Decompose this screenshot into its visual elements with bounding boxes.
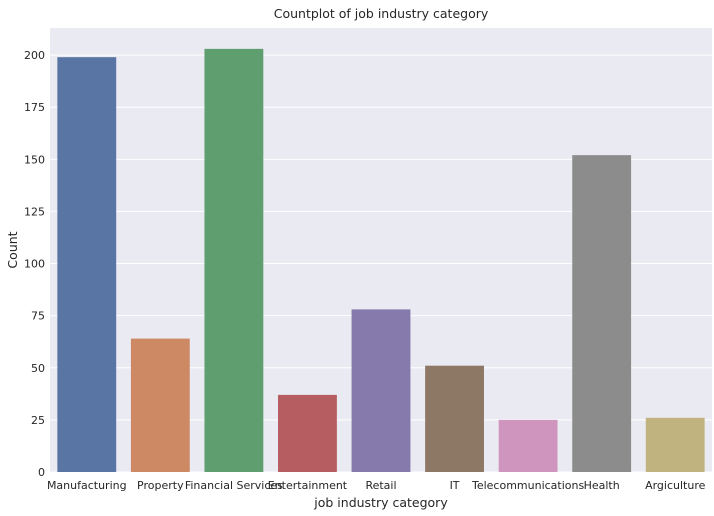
y-tick-label: 200 <box>24 49 45 62</box>
x-tick-label: Entertainment <box>268 479 348 492</box>
y-tick-label: 0 <box>38 466 45 479</box>
x-tick-label: Retail <box>365 479 396 492</box>
y-axis-label: Count <box>5 231 20 268</box>
x-tick-label: Argiculture <box>645 479 706 492</box>
bar <box>351 309 411 472</box>
x-tick-label: Telecommunications <box>471 479 585 492</box>
bars <box>57 48 705 473</box>
x-tick-label: Manufacturing <box>47 479 127 492</box>
bar <box>204 48 264 473</box>
y-tick-labels: 0 25 50 75 100 125 150 175 200 <box>24 49 45 479</box>
x-tick-labels: Manufacturing Property Financial ServicesE… <box>47 479 706 492</box>
bar <box>645 417 705 472</box>
x-tick-label: Financial Services <box>185 479 283 492</box>
bar <box>498 419 558 472</box>
bar <box>278 394 337 472</box>
x-tick-label: IT <box>450 479 460 492</box>
y-tick-label: 75 <box>31 310 45 323</box>
x-tick-label: Property <box>137 479 184 492</box>
bar <box>572 155 632 473</box>
y-tick-label: 100 <box>24 258 45 271</box>
bar <box>57 57 117 472</box>
y-tick-label: 25 <box>31 414 45 427</box>
y-tick-label: 150 <box>24 153 45 166</box>
x-tick-label: Health <box>584 479 620 492</box>
y-tick-label: 50 <box>31 362 45 375</box>
y-tick-label: 125 <box>24 205 45 218</box>
chart-title: Countplot of job industry category <box>274 6 489 21</box>
bar <box>425 365 484 472</box>
x-axis-label: job industry category <box>313 495 448 510</box>
y-tick-label: 175 <box>24 101 45 114</box>
bar <box>130 338 190 472</box>
